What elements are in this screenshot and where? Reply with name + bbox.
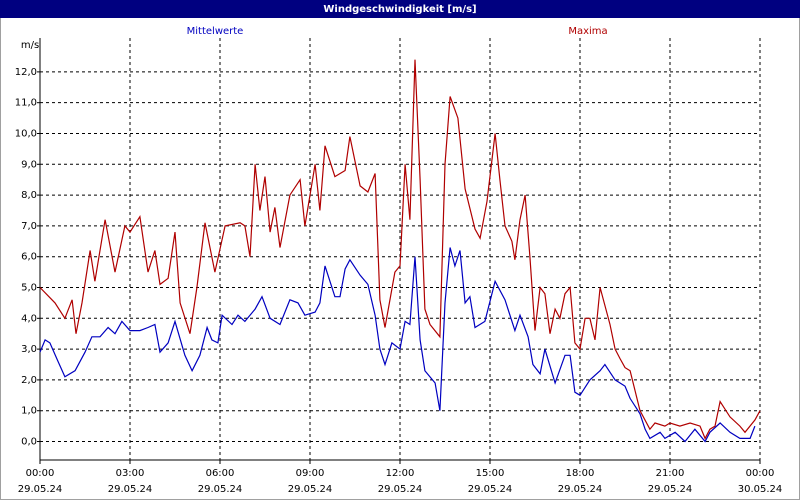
x-tick-label: 12:00 bbox=[386, 468, 415, 479]
y-tick-label: 4,0 bbox=[21, 313, 37, 324]
y-tick-label: 12,0 bbox=[15, 67, 37, 78]
y-tick-label: 7,0 bbox=[21, 221, 37, 232]
y-tick-label: 11,0 bbox=[15, 98, 37, 109]
x-tick-date: 29.05.24 bbox=[378, 484, 423, 495]
x-tick-date: 29.05.24 bbox=[18, 484, 63, 495]
x-tick-label: 00:00 bbox=[26, 468, 55, 479]
y-tick-label: 10,0 bbox=[15, 128, 37, 139]
x-tick-date: 29.05.24 bbox=[198, 484, 243, 495]
x-tick-label: 03:00 bbox=[116, 468, 145, 479]
x-tick-label: 15:00 bbox=[476, 468, 505, 479]
x-tick-date: 29.05.24 bbox=[288, 484, 333, 495]
x-tick-label: 00:00 bbox=[746, 468, 775, 479]
x-tick-label: 09:00 bbox=[296, 468, 325, 479]
y-tick-label: 8,0 bbox=[21, 190, 37, 201]
y-tick-label: 5,0 bbox=[21, 283, 37, 294]
x-tick-date: 29.05.24 bbox=[648, 484, 693, 495]
y-tick-label: 9,0 bbox=[21, 159, 37, 170]
chart-title: Windgeschwindigkeit [m/s] bbox=[323, 4, 476, 15]
x-tick-date: 30.05.24 bbox=[738, 484, 783, 495]
y-tick-label: 3,0 bbox=[21, 344, 37, 355]
series-line bbox=[39, 59, 761, 440]
x-tick-date: 29.05.24 bbox=[108, 484, 153, 495]
y-axis-label: m/s bbox=[21, 40, 39, 51]
y-tick-label: 0,0 bbox=[21, 437, 37, 448]
legend-label: Mittelwerte bbox=[187, 26, 244, 37]
x-tick-label: 18:00 bbox=[566, 468, 595, 479]
x-tick-date: 29.05.24 bbox=[468, 484, 513, 495]
legend-label: Maxima bbox=[568, 26, 607, 37]
x-tick-label: 06:00 bbox=[206, 468, 235, 479]
x-tick-label: 21:00 bbox=[656, 468, 685, 479]
x-tick-date: 29.05.24 bbox=[558, 484, 603, 495]
y-tick-label: 1,0 bbox=[21, 406, 37, 417]
series-line bbox=[39, 247, 756, 443]
title-bar bbox=[0, 0, 800, 18]
y-tick-label: 2,0 bbox=[21, 375, 37, 386]
y-tick-label: 6,0 bbox=[21, 252, 37, 263]
